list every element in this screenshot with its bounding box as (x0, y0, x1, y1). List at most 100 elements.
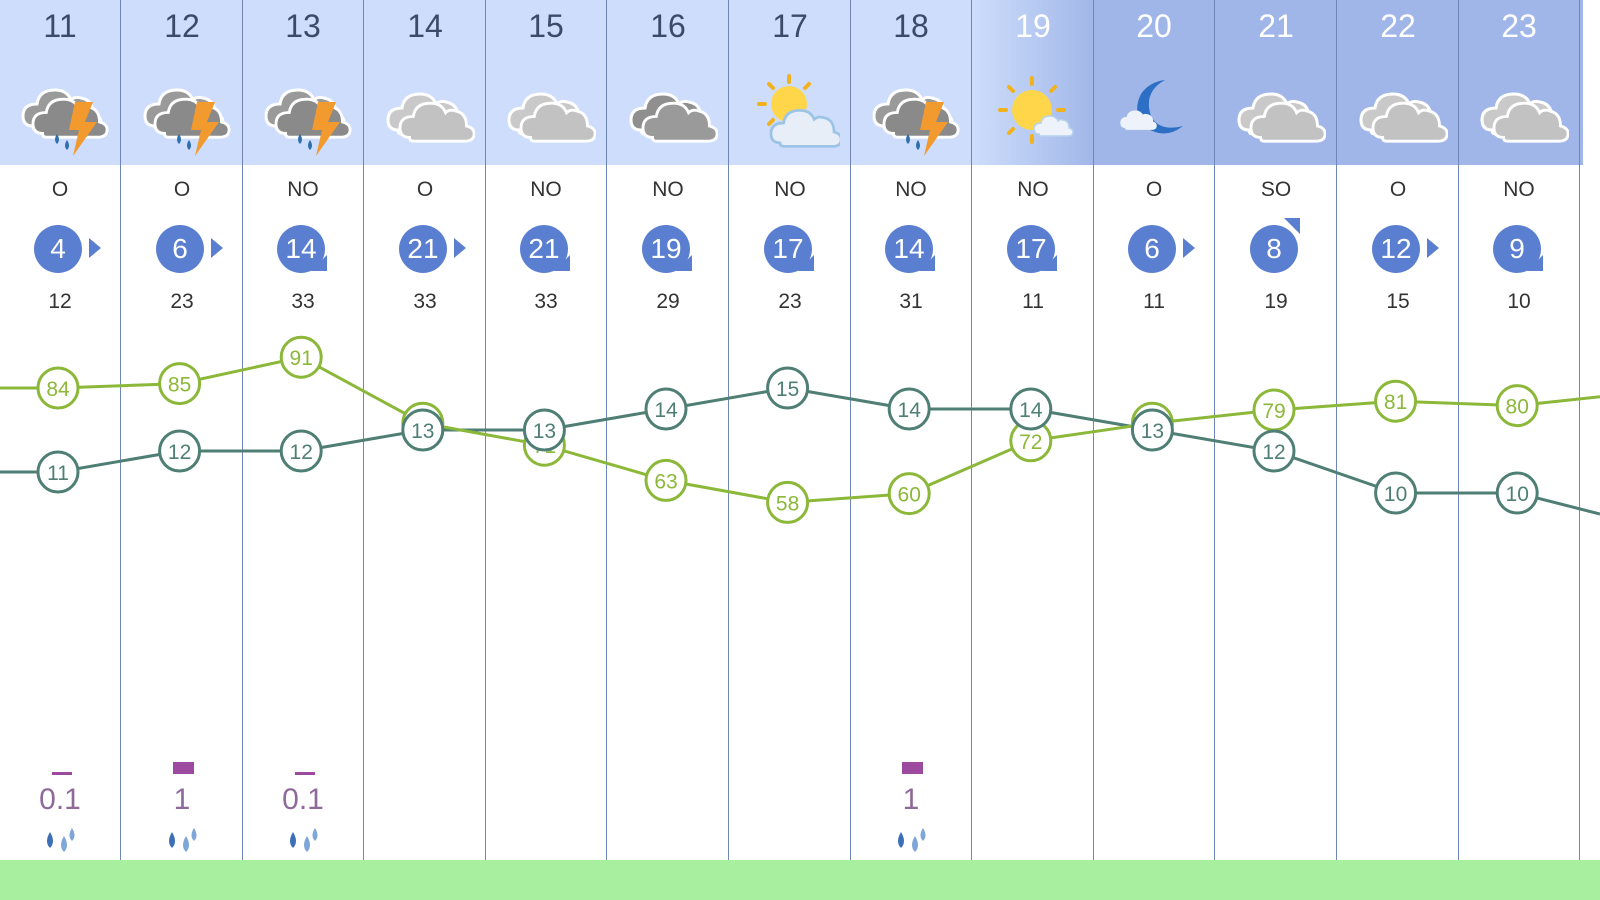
hour-label: 18 (893, 8, 929, 44)
wind-arrow-icon (211, 238, 223, 258)
rain-drops-icon (169, 828, 197, 852)
hour-header: 11 (0, 0, 124, 165)
column-divider (606, 0, 607, 900)
wind-gust: 15 (1386, 290, 1410, 313)
wind-direction: O (1145, 178, 1163, 201)
hour-column: 13 NO 14 33 0.1 (243, 0, 367, 900)
wind-arrow-icon (89, 238, 101, 258)
hour-label: 13 (285, 8, 321, 44)
hour-label: 11 (43, 8, 77, 44)
hour-label: 17 (772, 8, 808, 44)
wind-direction: O (51, 178, 69, 201)
cloudy-icon (1480, 92, 1569, 143)
hour-header: 23 (1459, 0, 1583, 165)
hour-column: 23 NO 9 10 (1459, 0, 1583, 900)
overcast-icon (629, 92, 718, 143)
hour-header: 15 (486, 0, 610, 165)
wind-gust: 23 (170, 290, 194, 313)
thunderstorm-rain-icon (143, 88, 231, 156)
hour-header: 13 (243, 0, 367, 165)
wind-gust: 12 (48, 290, 72, 313)
precip-intensity-bar (295, 772, 315, 775)
wind-direction: NO (652, 178, 684, 201)
hour-label: 21 (1258, 8, 1294, 44)
rain-drops-icon (290, 828, 318, 852)
hour-header: 18 (851, 0, 975, 165)
hour-label: 20 (1136, 8, 1172, 44)
wind-direction: NO (895, 178, 927, 201)
hour-column: 15 NO 21 33 (486, 0, 610, 900)
wind-direction: NO (774, 178, 806, 201)
bottom-status-strip (0, 860, 1600, 900)
wind-gust: 33 (413, 290, 437, 313)
precip-amount: 0.1 (39, 783, 81, 816)
sun-cloud-icon (998, 76, 1074, 144)
column-divider (971, 0, 972, 900)
wind-arrow-icon (1427, 238, 1439, 258)
wind-arrow-icon (798, 255, 814, 271)
hour-label: 19 (1015, 8, 1051, 44)
hour-label: 23 (1501, 8, 1537, 44)
hour-header: 21 (1216, 0, 1340, 165)
hour-label: 15 (528, 8, 564, 44)
wind-direction: NO (1017, 178, 1049, 201)
column-divider (120, 0, 121, 900)
rain-drops-icon (47, 828, 75, 852)
wind-arrow-icon (919, 255, 935, 271)
hour-header: 14 (365, 0, 489, 165)
precip-amount: 0.1 (282, 783, 324, 816)
hour-header: 22 (1338, 0, 1462, 165)
wind-speed-badge: 8 (1250, 225, 1298, 273)
hour-column: 20 O 6 11 (1094, 0, 1218, 900)
thunderstorm-rain-icon (264, 88, 352, 156)
wind-arrow-icon (1284, 218, 1300, 234)
wind-arrow-icon (1183, 238, 1195, 258)
hour-header: 19 (973, 0, 1097, 165)
cloudy-icon (507, 92, 596, 143)
partly-sunny-icon (757, 74, 840, 148)
thunderstorm-rain-icon (872, 88, 960, 156)
rain-drops-icon (898, 828, 926, 852)
precip-amount: 1 (902, 783, 920, 816)
hour-label: 16 (650, 8, 686, 44)
hour-column: 16 NO 19 29 (608, 0, 732, 900)
hour-label: 22 (1380, 8, 1416, 44)
wind-arrow-icon (1527, 255, 1543, 271)
cloudy-icon (1237, 92, 1326, 143)
wind-gust: 31 (899, 290, 923, 313)
hour-column: 22 O 12 15 (1338, 0, 1462, 900)
column-divider (728, 0, 729, 900)
wind-direction: O (173, 178, 191, 201)
wind-speed-badge: 6 (1128, 225, 1176, 273)
wind-direction: NO (1503, 178, 1535, 201)
hour-header: 12 (122, 0, 246, 165)
column-divider (1336, 0, 1337, 900)
hour-column: 19 NO 17 11 (973, 0, 1097, 900)
precip-intensity-bar (902, 762, 923, 774)
moon-cloud-icon (1120, 80, 1183, 134)
hour-column: 11 O 4 12 0.1 (0, 0, 124, 900)
wind-direction: NO (287, 178, 319, 201)
wind-arrow-icon (311, 255, 327, 271)
hour-header: 16 (608, 0, 732, 165)
hour-column: 12 O 6 23 1 (122, 0, 246, 900)
hour-column: 18 NO 14 31 1 (851, 0, 975, 900)
wind-gust: 19 (1264, 290, 1288, 313)
wind-speed-badge: 19 (642, 225, 690, 273)
precip-amount: 1 (173, 783, 191, 816)
wind-gust: 29 (656, 290, 680, 313)
wind-arrow-icon (1041, 255, 1057, 271)
column-divider (1579, 0, 1580, 900)
wind-arrow-icon (554, 255, 570, 271)
wind-speed-badge: 21 (399, 225, 447, 273)
wind-arrow-icon (454, 238, 466, 258)
cloudy-icon (386, 92, 475, 143)
wind-speed-badge: 12 (1372, 225, 1420, 273)
hour-column: 14 O 21 33 (365, 0, 489, 900)
wind-direction: SO (1260, 178, 1292, 201)
wind-speed-badge: 4 (34, 225, 82, 273)
cloudy-icon (1359, 92, 1448, 143)
wind-gust: 33 (534, 290, 558, 313)
wind-speed-badge: 14 (277, 225, 325, 273)
